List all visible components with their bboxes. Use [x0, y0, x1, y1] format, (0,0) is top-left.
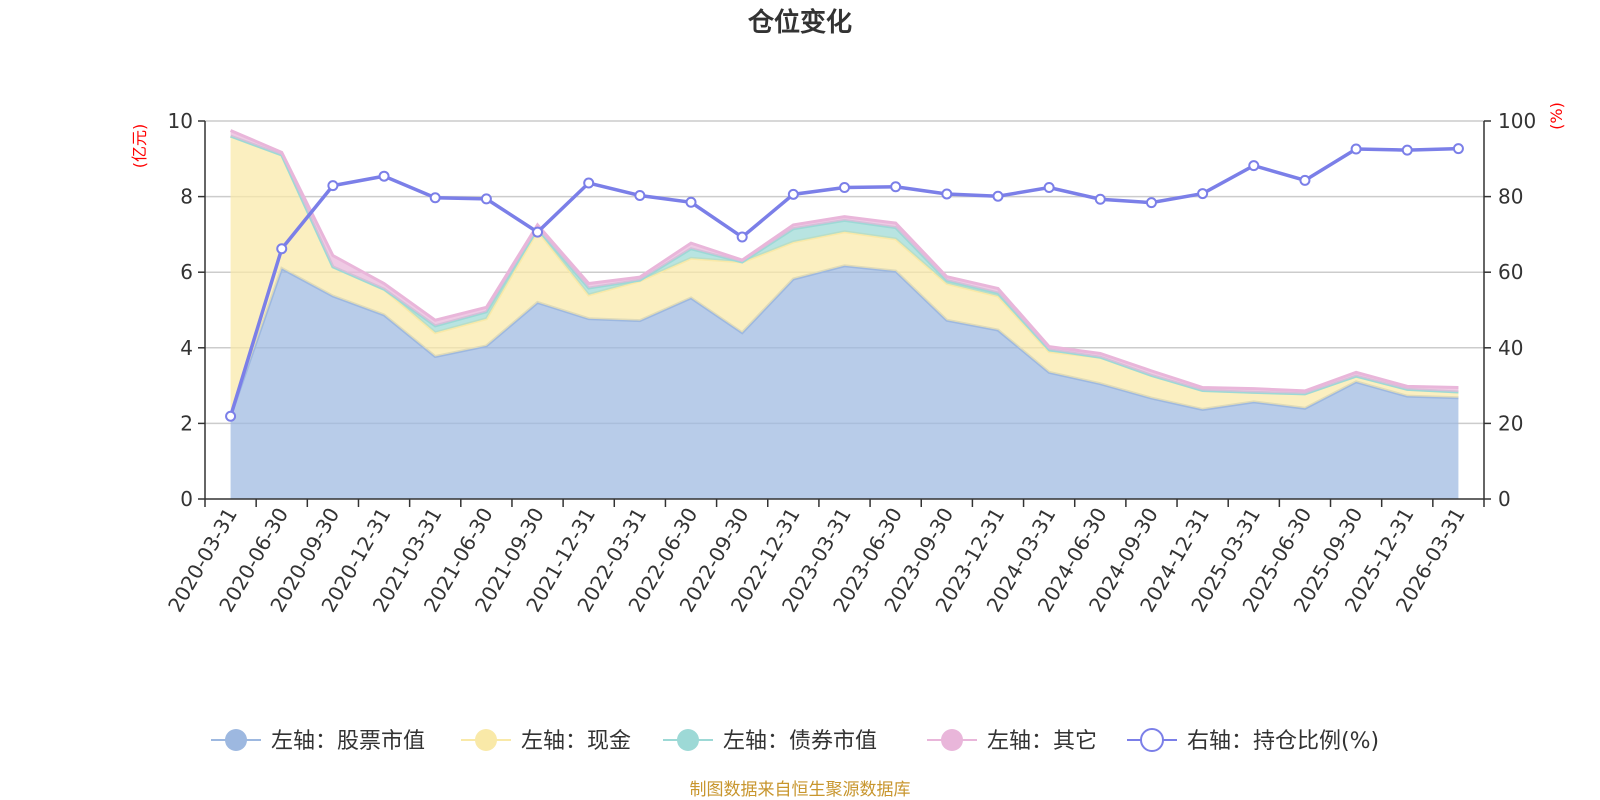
- ratio-point: [634, 189, 646, 201]
- legend-label: 右轴：持仓比例(%): [1187, 729, 1379, 754]
- ratio-point: [992, 190, 1004, 202]
- stacked-areas: [229, 129, 1459, 499]
- ratio-point: [532, 226, 544, 238]
- right-axis-tick-label: 60: [1498, 260, 1523, 284]
- source-note: 制图数据来自恒生聚源数据库: [690, 780, 911, 800]
- ratio-point: [583, 177, 595, 189]
- ratio-point: [1043, 182, 1055, 194]
- ratio-point: [941, 188, 953, 200]
- ratio-point: [1299, 174, 1311, 186]
- ratio-point: [276, 243, 288, 255]
- right-axis-tick-label: 40: [1498, 336, 1523, 360]
- ratio-point: [685, 196, 697, 208]
- right-axis-tick-label: 20: [1498, 411, 1523, 435]
- legend-label: 左轴：现金: [521, 729, 631, 754]
- left-axis-tick-label: 8: [180, 185, 193, 209]
- ratio-point: [225, 410, 237, 422]
- right-axis-tick-label: 100: [1498, 109, 1536, 133]
- legend-swatch-marker: [941, 729, 963, 751]
- ratio-point: [429, 192, 441, 204]
- area-edge-左轴：其它: [229, 129, 1459, 393]
- legend-label: 左轴：股票市值: [271, 729, 425, 754]
- area-左轴：现金: [230, 136, 1459, 416]
- ratio-point: [736, 231, 748, 243]
- ratio-point: [839, 182, 850, 194]
- legend: 左轴：股票市值 左轴：现金 左轴：债券市值 左轴：其它 右轴：持仓比例(%): [211, 728, 1379, 754]
- ratio-point: [480, 193, 492, 205]
- ratio-point: [890, 181, 902, 193]
- ratio-point: [1197, 188, 1209, 200]
- ratio-point: [1401, 144, 1413, 156]
- ratio-point: [787, 188, 799, 200]
- left-axis-tick-label: 2: [180, 411, 193, 435]
- left-axis-tick-label: 4: [180, 336, 193, 360]
- left-axis-tick-label: 10: [168, 109, 193, 133]
- legend-swatch-marker: [475, 729, 497, 751]
- ratio-point: [1350, 143, 1362, 155]
- chart-title: 仓位变化: [747, 7, 852, 38]
- ratio-point: [1145, 197, 1157, 209]
- right-axis-tick-label: 80: [1498, 185, 1523, 209]
- ratio-point: [1248, 160, 1260, 172]
- area-左轴：股票市值: [230, 265, 1459, 499]
- legend-swatch-marker: [677, 729, 699, 751]
- ratio-point: [378, 170, 390, 182]
- left-axis-tick-label: 6: [180, 260, 193, 284]
- right-axis-unit: (%): [1547, 102, 1566, 130]
- ratio-point: [327, 180, 339, 192]
- ratio-point: [1094, 193, 1106, 205]
- legend-label: 左轴：其它: [987, 729, 1097, 754]
- ratio-point: [1452, 143, 1464, 155]
- ratio-line-layer: [225, 143, 1464, 422]
- legend-swatch-marker: [1140, 728, 1164, 752]
- legend-label: 左轴：债券市值: [723, 729, 877, 754]
- legend-swatch-marker: [225, 729, 247, 751]
- right-axis-tick-label: 0: [1498, 487, 1511, 511]
- left-axis-unit: (亿元): [130, 124, 149, 169]
- left-axis-tick-label: 0: [180, 487, 193, 511]
